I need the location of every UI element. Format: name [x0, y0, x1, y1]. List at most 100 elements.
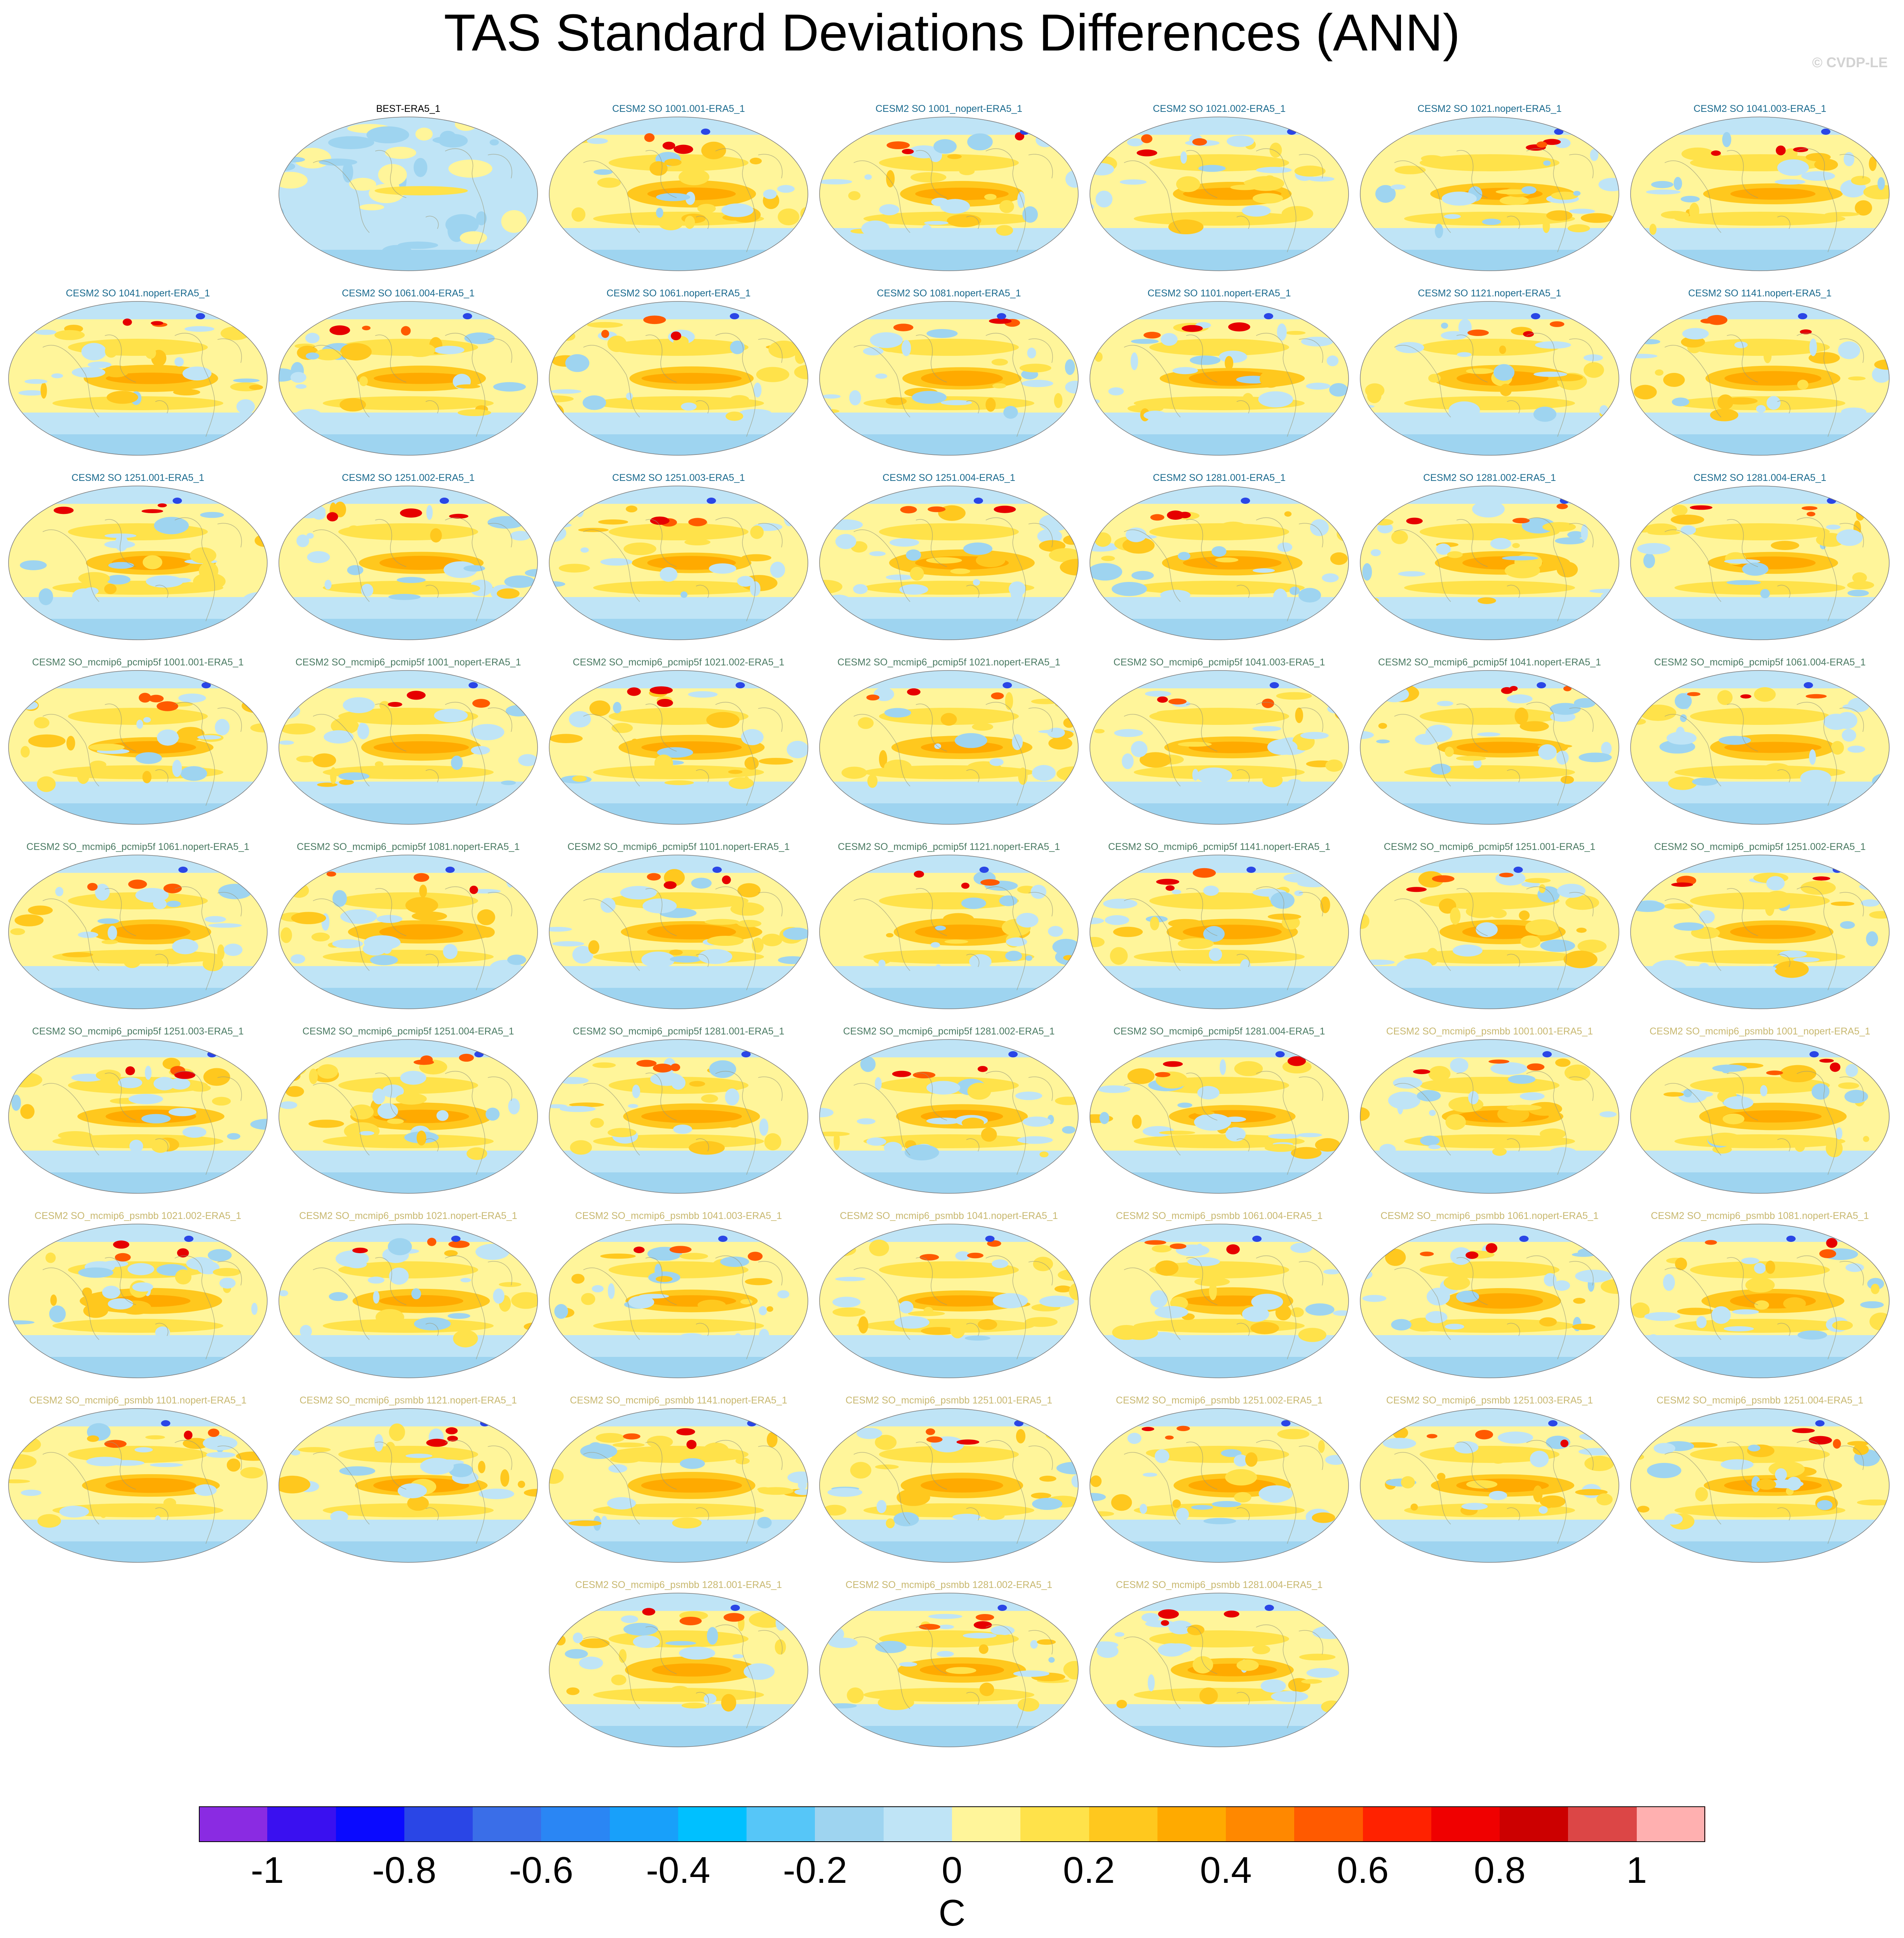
colorbar-swatch	[883, 1806, 952, 1842]
map-border	[819, 670, 1079, 825]
world-map	[549, 1039, 808, 1194]
colorbar-tick-label: 0.4	[1200, 1849, 1252, 1891]
panel-label: CESM2 SO_mcmip6_psmbb 1021.nopert-ERA5_1	[299, 1210, 517, 1221]
panel-label: CESM2 SO_mcmip6_pcmip5f 1041.003-ERA5_1	[1113, 657, 1325, 668]
map-border	[1630, 1224, 1890, 1378]
coastlines	[583, 1255, 783, 1360]
map-border	[1089, 855, 1349, 1009]
coastlines	[313, 148, 512, 252]
map-panel: CESM2 SO_mcmip6_psmbb 1021.nopert-ERA5_1	[274, 1210, 542, 1383]
map-border	[1630, 301, 1890, 456]
map-border	[819, 1408, 1079, 1563]
map-field	[9, 1224, 267, 1378]
panel-label: CESM2 SO_mcmip6_pcmip5f 1041.nopert-ERA5…	[1378, 657, 1601, 668]
coastlines	[1394, 886, 1594, 991]
map-field	[549, 1040, 808, 1193]
colorbar-tick-label: 0.2	[1063, 1849, 1115, 1891]
coastlines	[853, 1071, 1053, 1175]
panel-label: CESM2 SO_mcmip6_psmbb 1121.nopert-ERA5_1	[299, 1395, 517, 1406]
panel-label: CESM2 SO_mcmip6_pcmip5f 1001_nopert-ERA5…	[295, 657, 521, 668]
coastlines	[853, 1625, 1053, 1729]
coastlines	[583, 148, 783, 252]
map-panel: CESM2 SO_mcmip6_pcmip5f 1081.nopert-ERA5…	[274, 841, 542, 1014]
panel-label: CESM2 SO_mcmip6_pcmip5f 1251.002-ERA5_1	[1654, 841, 1866, 852]
map-field	[9, 1040, 267, 1193]
coastlines	[1664, 333, 1864, 437]
panel-label: CESM2 SO_mcmip6_pcmip5f 1281.001-ERA5_1	[573, 1026, 785, 1037]
panel-label: CESM2 SO_mcmip6_psmbb 1251.002-ERA5_1	[1116, 1395, 1323, 1406]
panel-label: CESM2 SO 1021.002-ERA5_1	[1153, 103, 1286, 114]
map-panel: CESM2 SO_mcmip6_psmbb 1281.002-ERA5_1	[815, 1579, 1083, 1752]
world-map	[1630, 670, 1890, 825]
map-border	[1630, 1039, 1890, 1194]
colorbar-tick-label: 1	[1626, 1849, 1647, 1891]
coastlines	[1394, 1071, 1594, 1175]
world-map	[1089, 855, 1349, 1009]
colorbar-swatch	[1226, 1806, 1295, 1842]
map-border	[549, 670, 808, 825]
world-map	[1360, 1224, 1619, 1378]
world-map	[1360, 1408, 1619, 1563]
colorbar-swatch	[541, 1806, 610, 1842]
map-panel: CESM2 SO_mcmip6_psmbb 1251.001-ERA5_1	[815, 1395, 1083, 1567]
coastlines	[313, 702, 512, 806]
map-panel: CESM2 SO 1081.nopert-ERA5_1	[815, 287, 1083, 460]
coastlines	[853, 333, 1053, 437]
panel-label: CESM2 SO_mcmip6_pcmip5f 1121.nopert-ERA5…	[837, 841, 1060, 852]
map-field	[820, 117, 1078, 271]
world-map	[278, 1408, 538, 1563]
coastlines	[583, 702, 783, 806]
map-panel: CESM2 SO_mcmip6_psmbb 1061.004-ERA5_1	[1085, 1210, 1353, 1383]
panel-label: CESM2 SO_mcmip6_pcmip5f 1021.002-ERA5_1	[573, 657, 785, 668]
panel-label: CESM2 SO_mcmip6_psmbb 1001.001-ERA5_1	[1386, 1026, 1593, 1037]
map-panel: CESM2 SO_mcmip6_psmbb 1081.nopert-ERA5_1	[1626, 1210, 1894, 1383]
coastlines	[42, 886, 242, 991]
map-panel: CESM2 SO 1061.004-ERA5_1	[274, 287, 542, 460]
map-panel: CESM2 SO_mcmip6_psmbb 1121.nopert-ERA5_1	[274, 1395, 542, 1567]
world-map	[1089, 486, 1349, 640]
colorbar-swatch	[1294, 1806, 1363, 1842]
map-panel: CESM2 SO 1041.003-ERA5_1	[1626, 103, 1894, 276]
map-panel: CESM2 SO_mcmip6_psmbb 1041.nopert-ERA5_1	[815, 1210, 1083, 1383]
world-map	[278, 486, 538, 640]
map-border	[1630, 855, 1890, 1009]
map-panel: CESM2 SO_mcmip6_pcmip5f 1001_nopert-ERA5…	[274, 656, 542, 829]
world-map	[1089, 301, 1349, 456]
panel-label: CESM2 SO_mcmip6_pcmip5f 1251.003-ERA5_1	[32, 1026, 244, 1037]
coastlines	[583, 1440, 783, 1544]
map-border	[1360, 855, 1619, 1009]
world-map	[8, 670, 268, 825]
map-panel: CESM2 SO_mcmip6_pcmip5f 1251.003-ERA5_1	[4, 1026, 272, 1198]
map-border	[819, 1039, 1079, 1194]
panel-label: CESM2 SO_mcmip6_pcmip5f 1281.004-ERA5_1	[1113, 1026, 1325, 1037]
map-border	[549, 1408, 808, 1563]
world-map	[1630, 486, 1890, 640]
panel-label: CESM2 SO_mcmip6_psmbb 1281.004-ERA5_1	[1116, 1579, 1323, 1590]
panel-label: CESM2 SO 1251.003-ERA5_1	[612, 472, 745, 483]
map-panel: CESM2 SO_mcmip6_pcmip5f 1021.002-ERA5_1	[545, 656, 813, 829]
coastlines	[583, 886, 783, 991]
map-field	[549, 1224, 808, 1378]
colorbar-swatch	[1157, 1806, 1226, 1842]
world-map	[1089, 1224, 1349, 1378]
map-border	[8, 855, 268, 1009]
coastlines	[1394, 1255, 1594, 1360]
world-map	[549, 301, 808, 456]
panel-label: CESM2 SO 1001_nopert-ERA5_1	[875, 103, 1022, 114]
map-border	[1089, 486, 1349, 640]
map-panel: CESM2 SO 1281.001-ERA5_1	[1085, 472, 1353, 645]
map-panel: CESM2 SO_mcmip6_psmbb 1251.003-ERA5_1	[1356, 1395, 1624, 1567]
map-panel: CESM2 SO_mcmip6_psmbb 1141.nopert-ERA5_1	[545, 1395, 813, 1567]
panel-label: CESM2 SO_mcmip6_pcmip5f 1061.004-ERA5_1	[1654, 657, 1866, 668]
panel-label: CESM2 SO_mcmip6_pcmip5f 1081.nopert-ERA5…	[297, 841, 520, 852]
map-border	[1089, 1039, 1349, 1194]
map-panel: CESM2 SO_mcmip6_psmbb 1001_nopert-ERA5_1	[1626, 1026, 1894, 1198]
coastlines	[42, 1255, 242, 1360]
coastlines	[42, 1071, 242, 1175]
map-field	[549, 1593, 808, 1747]
panel-label: CESM2 SO 1251.002-ERA5_1	[342, 472, 475, 483]
world-map	[278, 1039, 538, 1194]
world-map	[1630, 1224, 1890, 1378]
map-panel: CESM2 SO 1021.002-ERA5_1	[1085, 103, 1353, 276]
colorbar-tick-label: -0.4	[646, 1849, 710, 1891]
